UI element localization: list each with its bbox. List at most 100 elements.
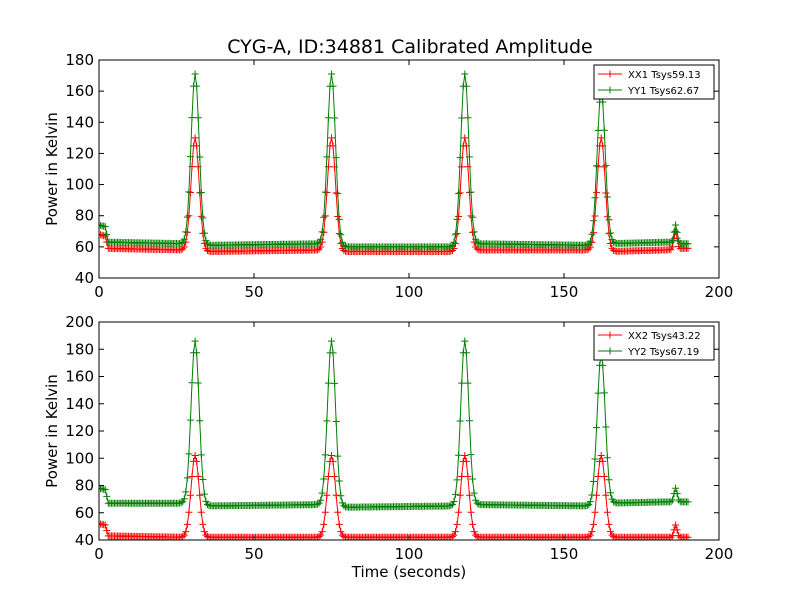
- data-point-1-153: [332, 418, 340, 426]
- y-tick-label-1: 60: [75, 238, 94, 256]
- data-point-0-229: [450, 531, 458, 539]
- data-point-1-238: [464, 379, 472, 387]
- data-point-0-58: [185, 212, 193, 220]
- data-point-0-320: [591, 508, 599, 516]
- plot-area: [99, 337, 692, 540]
- data-point-0-64: [194, 472, 202, 480]
- data-point-0-70: [204, 247, 211, 255]
- data-point-0-242: [470, 528, 478, 536]
- data-point-0-68: [200, 528, 208, 536]
- data-point-1-329: [605, 476, 613, 484]
- data-point-1-316: [585, 240, 593, 248]
- legend-box: [593, 325, 715, 361]
- data-point-1-70: [204, 240, 211, 248]
- data-point-0-56: [182, 528, 190, 536]
- y-tick-label-4: 120: [65, 422, 94, 440]
- data-point-0-318: [588, 528, 596, 536]
- data-point-1-5: [103, 230, 111, 238]
- data-point-1-241: [469, 213, 477, 221]
- data-point-1-65: [196, 417, 204, 425]
- data-point-0-150: [328, 452, 335, 460]
- data-point-0-54: [179, 533, 187, 540]
- data-point-1-5: [103, 492, 111, 500]
- data-point-1-145: [320, 213, 328, 221]
- data-point-0-55: [180, 531, 188, 539]
- data-point-1-328: [603, 193, 611, 201]
- legend-marker-0: [606, 70, 614, 78]
- data-point-1-231: [453, 215, 461, 223]
- data-point-1-63: [193, 349, 201, 357]
- data-point-0-234: [458, 472, 466, 480]
- data-point-1-155: [335, 215, 343, 223]
- data-point-0-154: [334, 213, 342, 221]
- data-point-0-143: [317, 243, 325, 251]
- data-point-1-230: [452, 490, 459, 498]
- data-point-1-228: [448, 501, 456, 509]
- data-point-1-65: [196, 153, 204, 161]
- data-point-0-155: [335, 230, 343, 238]
- data-point-1-69: [202, 237, 210, 245]
- data-point-1-327: [602, 161, 610, 169]
- data-point-1-145: [320, 475, 328, 483]
- data-point-1-68: [200, 229, 208, 237]
- x-tick-label-1: 50: [244, 283, 263, 301]
- data-point-1-326: [600, 126, 608, 134]
- data-point-0-147: [323, 491, 331, 499]
- data-point-1-155: [335, 477, 343, 485]
- data-point-1-317: [586, 237, 594, 245]
- data-point-1-156: [337, 231, 345, 239]
- data-point-0-66: [197, 212, 205, 220]
- data-point-0-325: [599, 457, 607, 465]
- data-point-1-150: [328, 70, 335, 78]
- y-tick-label-6: 160: [65, 368, 94, 386]
- series-markers-0: [99, 452, 692, 540]
- data-point-1-152: [331, 379, 339, 387]
- data-point-1-242: [470, 228, 478, 236]
- x-tick-label-3: 150: [550, 545, 579, 563]
- data-point-1-330: [607, 229, 614, 237]
- data-point-1-64: [194, 114, 202, 122]
- x-tick-label-2: 100: [395, 283, 424, 301]
- data-point-0-142: [315, 533, 323, 540]
- data-point-1-370: [669, 496, 676, 504]
- series-markers-1: [99, 337, 692, 511]
- data-point-0-58: [185, 508, 193, 516]
- data-point-0-59: [186, 189, 194, 197]
- data-point-0-324: [597, 452, 605, 460]
- data-point-0-236: [461, 134, 469, 142]
- x-tick-label-3: 150: [550, 283, 579, 301]
- legend-marker-1: [606, 347, 614, 355]
- data-point-1-243: [472, 235, 480, 243]
- data-point-0-321: [593, 189, 601, 197]
- data-point-0-233: [456, 189, 464, 197]
- data-point-1-330: [607, 489, 614, 497]
- data-point-1-156: [337, 492, 345, 500]
- y-tick-label-8: 200: [65, 313, 94, 331]
- data-point-0-55: [180, 243, 188, 251]
- data-point-1-142: [315, 238, 323, 246]
- data-point-1-325: [599, 361, 607, 369]
- data-point-0-329: [605, 520, 613, 528]
- data-point-1-151: [329, 82, 337, 90]
- data-point-1-66: [197, 451, 205, 459]
- data-point-0-148: [324, 472, 332, 480]
- bottom-subplot: 0 50 100 150 200 40 60 80 100 120 140 160 180 200 Powe…: [43, 313, 733, 581]
- data-point-0-372: [672, 521, 680, 529]
- x-axis-label: Time (seconds): [351, 563, 467, 581]
- data-point-0-240: [467, 508, 475, 516]
- legend-entry-0: XX2 Tsys43.22: [628, 331, 701, 342]
- data-point-1-233: [456, 417, 464, 425]
- data-point-0-57: [183, 228, 191, 236]
- data-point-1-373: [673, 490, 681, 498]
- data-point-0-326: [600, 163, 608, 171]
- data-point-0-60: [188, 472, 196, 480]
- data-point-1-142: [315, 499, 323, 507]
- data-point-1-321: [593, 424, 601, 432]
- data-point-0-244: [473, 245, 481, 253]
- data-point-1-231: [453, 476, 461, 484]
- data-point-0-317: [586, 531, 594, 539]
- data-point-1-4: [101, 486, 109, 494]
- data-point-1-144: [318, 228, 326, 236]
- data-point-1-60: [188, 379, 196, 387]
- x-tick-label-2: 100: [395, 545, 424, 563]
